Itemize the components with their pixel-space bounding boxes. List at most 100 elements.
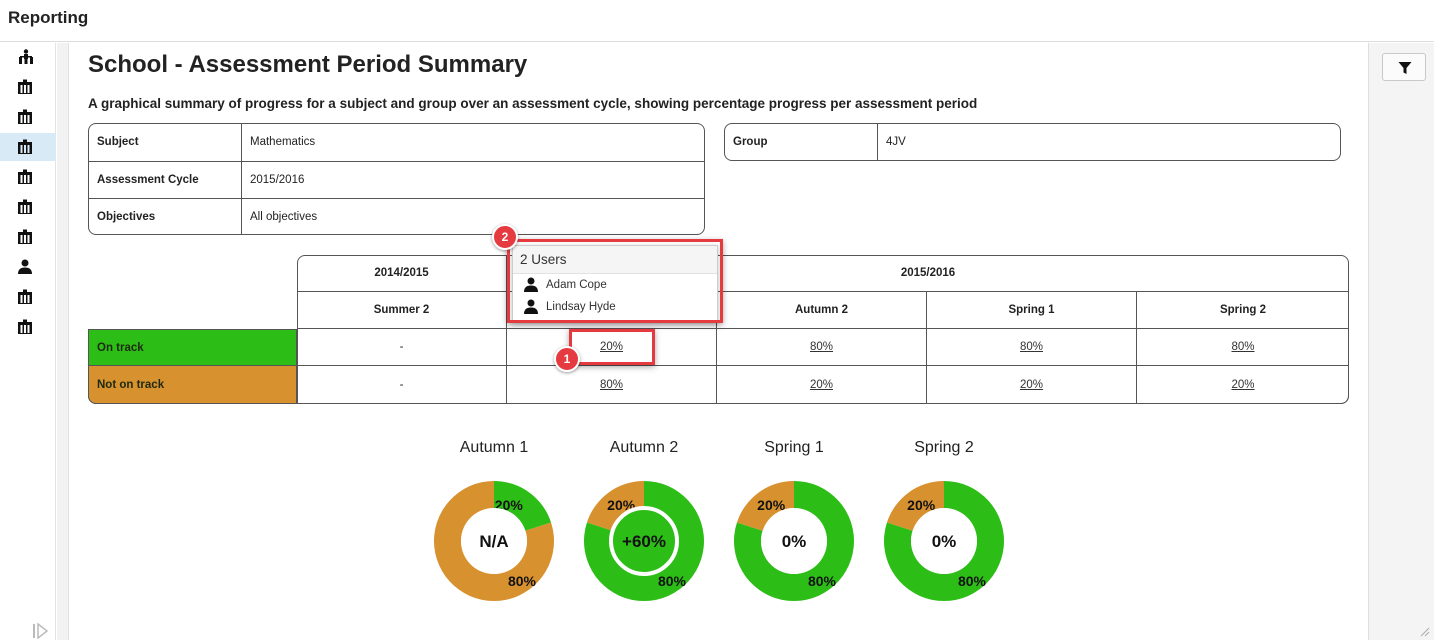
objectives-value: All objectives (250, 211, 318, 223)
sidebar-item-8[interactable] (0, 253, 56, 281)
building-icon (18, 229, 32, 244)
table-cell: - (297, 329, 507, 366)
table-cell: - (297, 366, 507, 404)
table-cell-link[interactable]: 20% (717, 366, 927, 404)
tooltip-user-name: Adam Cope (546, 279, 607, 291)
sidebar-item-7[interactable] (0, 223, 56, 251)
group-parameter: Group 4JV (724, 123, 1341, 161)
donut-slice (734, 481, 854, 601)
page-title: School - Assessment Period Summary (88, 51, 528, 78)
slice-label: 20% (907, 497, 936, 513)
row-label-not-on-track: Not on track (88, 366, 297, 404)
period-header: Spring 1 (927, 292, 1137, 329)
period-header: Summer 2 (297, 292, 507, 329)
chart-title: Spring 2 (914, 439, 974, 456)
table-cell-link[interactable]: 20% (927, 366, 1137, 404)
building-icon (18, 79, 32, 94)
users-tooltip: 2 Users Adam Cope Lindsay Hyde (512, 245, 718, 321)
year-header-2: 2015/2016 (507, 255, 1349, 292)
top-bar: Reporting (0, 0, 1434, 42)
donut-slice (584, 481, 704, 601)
highlight-box-cell (569, 329, 655, 365)
tooltip-user-row[interactable]: Lindsay Hyde (513, 296, 717, 318)
donut-center-label: 0% (932, 532, 957, 551)
user-icon (524, 299, 538, 314)
table-cell-link[interactable]: 80% (1137, 329, 1349, 366)
resize-handle-icon[interactable] (1420, 627, 1430, 637)
building-icon (18, 169, 32, 184)
table-cell-link[interactable]: 20% (507, 329, 717, 366)
main-content: School - Assessment Period Summary A gra… (70, 43, 1368, 640)
donut-slice (586, 481, 644, 531)
donut-slice (884, 481, 1004, 601)
period-header: Spring 2 (1137, 292, 1349, 329)
slice-label: 20% (757, 497, 786, 513)
annotation-marker-2: 2 (492, 224, 518, 250)
sidebar (0, 43, 56, 640)
donut-chart-spring-1: 80% 20% 0% (734, 481, 854, 601)
slice-label: 80% (658, 573, 687, 589)
donut-chart-spring-2: 80% 20% 0% (884, 481, 1004, 601)
building-icon (18, 139, 32, 154)
row-label-on-track: On track (88, 329, 297, 366)
annotation-marker-1: 1 (554, 346, 580, 372)
building-icon (18, 319, 32, 334)
group-value: 4JV (886, 136, 906, 148)
tooltip-user-name: Lindsay Hyde (546, 301, 616, 313)
table-cell-link[interactable]: 20% (1231, 379, 1255, 391)
donut-center (911, 508, 977, 574)
report-parameters: Subject Mathematics Assessment Cycle 201… (88, 123, 705, 235)
group-label: Group (725, 124, 878, 160)
highlight-box-tooltip (507, 239, 723, 323)
filter-icon (1398, 62, 1412, 74)
building-icon (18, 199, 32, 214)
cycle-value: 2015/2016 (250, 174, 305, 186)
sidebar-item-2[interactable] (0, 73, 56, 101)
tooltip-user-row[interactable]: Adam Cope (513, 274, 717, 296)
donut-slice (736, 481, 794, 531)
sidebar-item-1[interactable] (0, 43, 56, 71)
tooltip-title: 2 Users (513, 246, 717, 274)
subject-label: Subject (89, 124, 242, 161)
table-cell-link[interactable]: 80% (717, 329, 927, 366)
user-icon (524, 277, 538, 292)
donut-center-label: +60% (622, 532, 666, 551)
page-subtitle: A graphical summary of progress for a su… (88, 96, 978, 111)
table-cell-link[interactable]: 80% (507, 366, 717, 404)
sidebar-item-5[interactable] (0, 163, 56, 191)
slice-label: 20% (607, 497, 636, 513)
donut-slice (886, 481, 944, 531)
sidebar-item-10[interactable] (0, 313, 56, 341)
donut-slice (494, 481, 552, 531)
donut-chart-autumn-2: 80% 20% +60% (584, 481, 704, 601)
app-title: Reporting (8, 8, 89, 27)
cycle-label: Assessment Cycle (89, 162, 242, 198)
user-icon (18, 259, 32, 274)
donut-center (461, 508, 527, 574)
donut-center (761, 508, 827, 574)
building-icon (18, 289, 32, 304)
sidebar-item-6[interactable] (0, 193, 56, 221)
donut-center-label: N/A (479, 532, 508, 551)
donut-chart-autumn-1: 20%80%N/A (434, 481, 554, 601)
chart-title: Autumn 2 (609, 439, 679, 456)
sidebar-item-3[interactable] (0, 103, 56, 131)
objectives-label: Objectives (89, 199, 242, 234)
period-header: Autumn 2 (717, 292, 927, 329)
table-cell-link[interactable]: 80% (927, 329, 1137, 366)
expand-sidebar-icon[interactable] (32, 622, 49, 640)
org-chart-icon (19, 49, 33, 64)
year-header-1: 2014/2015 (297, 255, 507, 292)
slice-label: 80% (508, 573, 537, 589)
sidebar-item-4[interactable] (0, 133, 56, 161)
chart-title: Spring 1 (764, 439, 824, 456)
right-panel (1368, 43, 1434, 640)
filter-button[interactable] (1382, 53, 1426, 81)
donut-center-label: 0% (782, 532, 807, 551)
slice-label: 80% (958, 573, 987, 589)
donut-center (609, 506, 679, 576)
sidebar-item-9[interactable] (0, 283, 56, 311)
donut-slice (434, 481, 554, 601)
subject-value: Mathematics (250, 136, 316, 148)
splitter[interactable] (57, 43, 69, 640)
